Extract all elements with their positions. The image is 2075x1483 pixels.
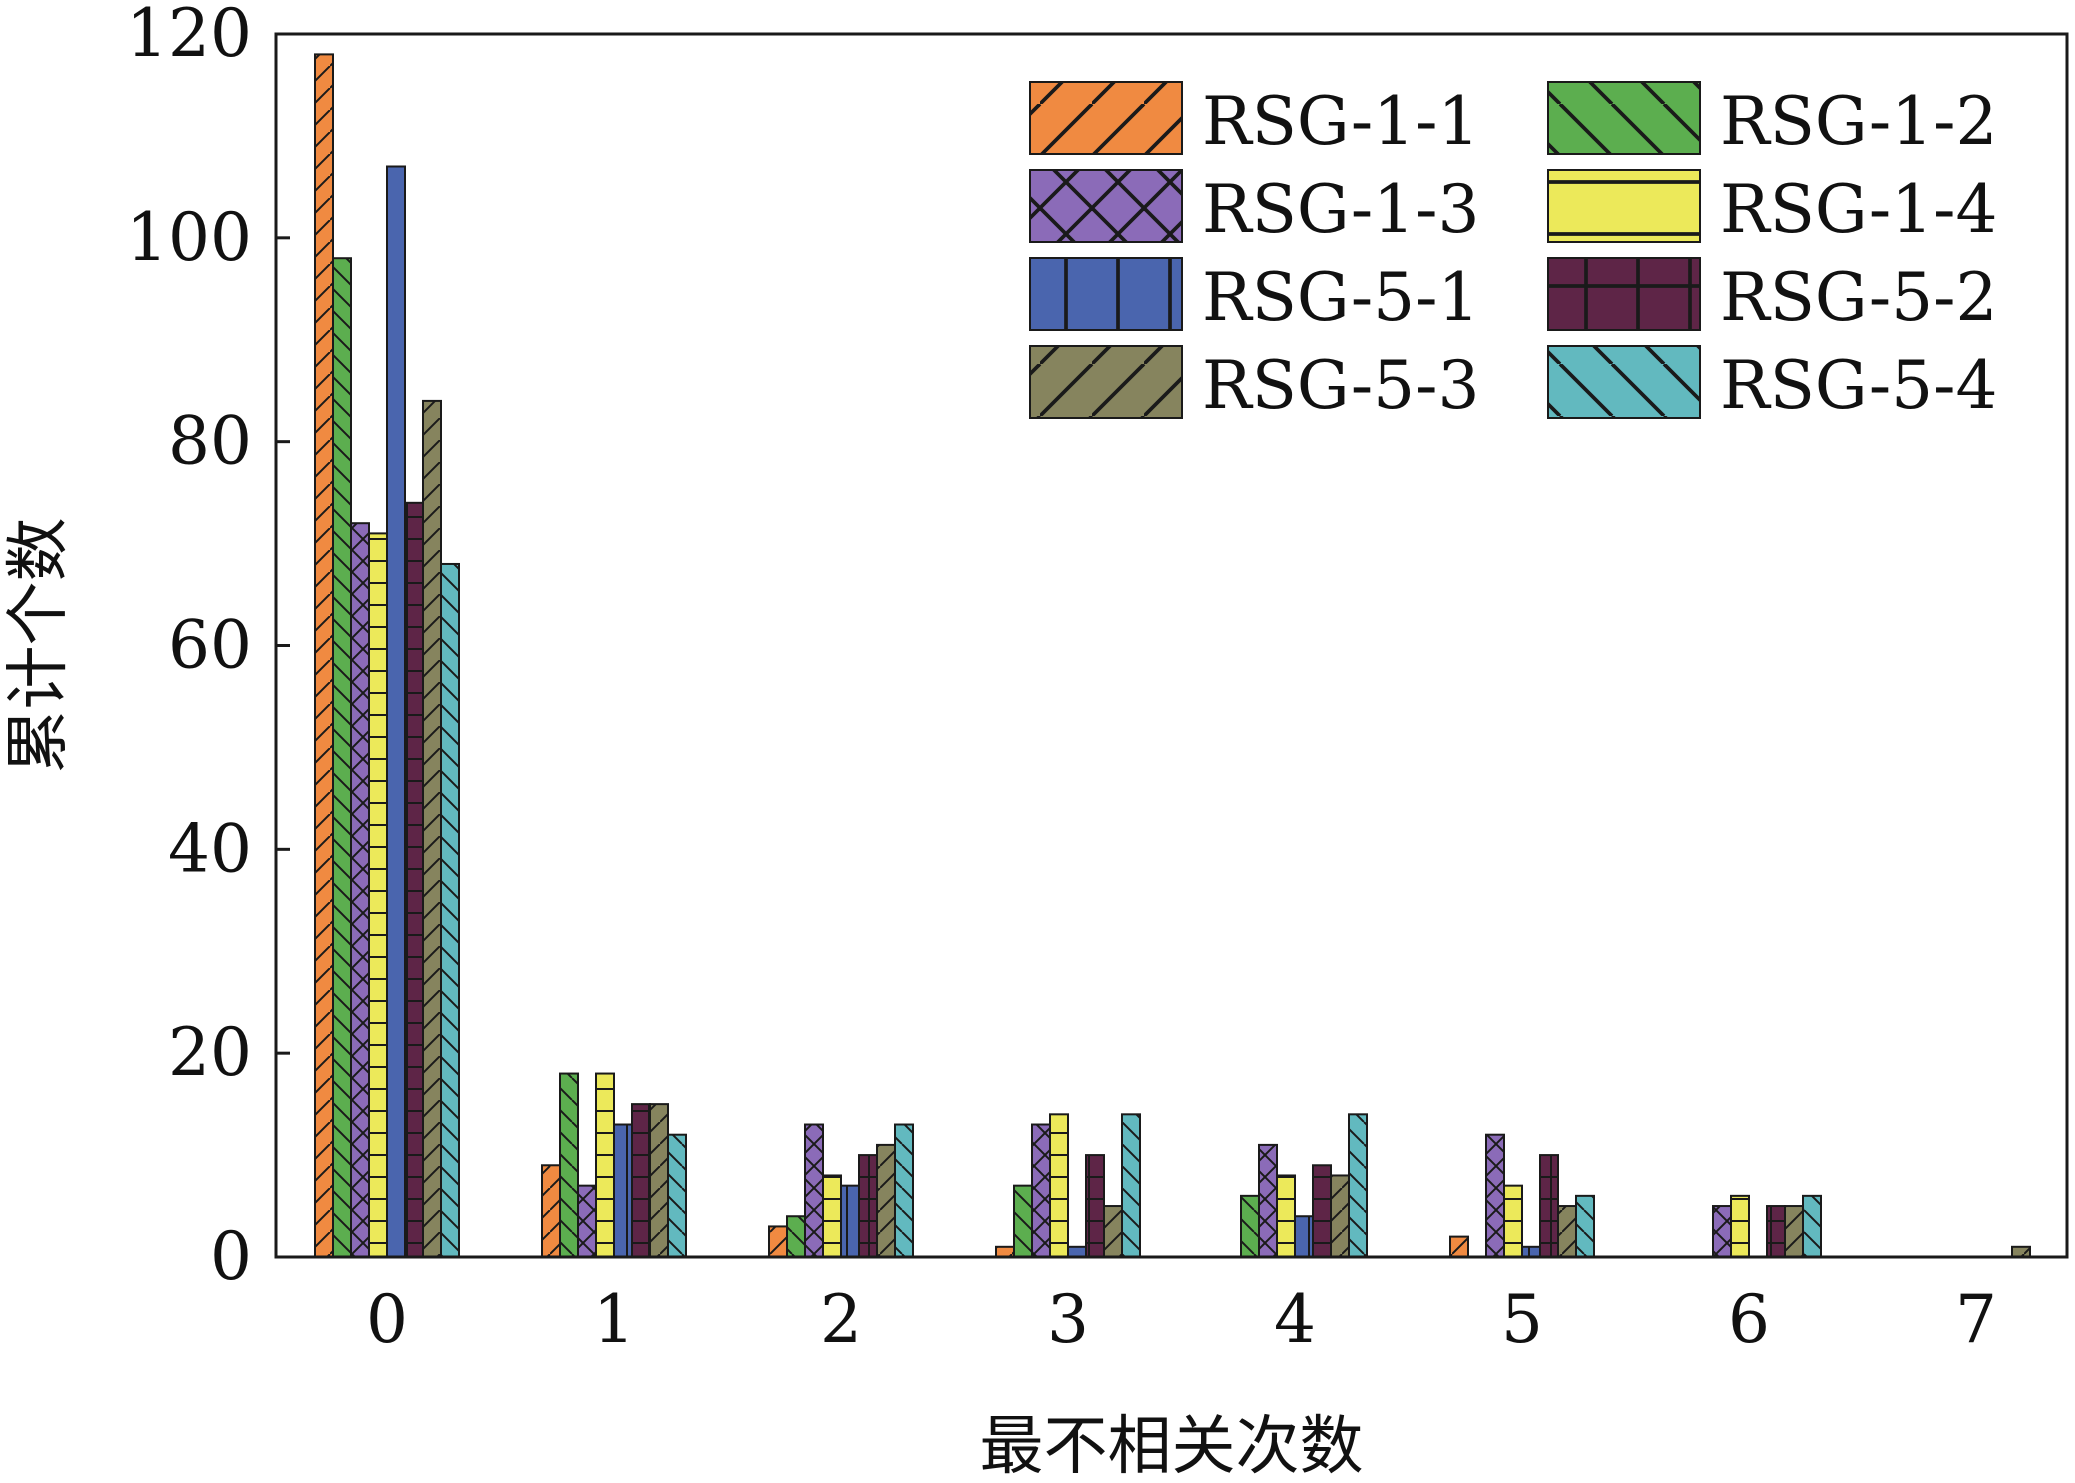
legend-label: RSG-5-4: [1720, 347, 1997, 424]
y-tick-label: 40: [168, 810, 252, 887]
y-tick-label: 100: [126, 199, 252, 276]
bar-RSG-1-2-1: [559, 1072, 579, 1259]
bar-RSG-5-1-2: [840, 1184, 860, 1258]
x-tick-label: 2: [820, 1281, 862, 1358]
bar-RSG-5-3-7: [2011, 1245, 2031, 1259]
bar-RSG-5-3-2: [876, 1143, 896, 1259]
x-tick-label: 7: [1955, 1281, 1997, 1358]
bar-RSG-5-2-4: [1312, 1164, 1332, 1259]
bar-RSG-5-2-1: [631, 1103, 651, 1258]
y-tick-label: 120: [126, 0, 252, 72]
y-axis: 0 20 40 60 80 100 120: [126, 0, 290, 1295]
bar-RSG-5-2-6: [1766, 1205, 1786, 1258]
bar-RSG-1-3-2: [804, 1123, 824, 1258]
bar-RSG-5-1-5: [1521, 1245, 1541, 1259]
bar-RSG-5-3-5: [1557, 1205, 1577, 1258]
bar-RSG-1-3-4: [1258, 1143, 1278, 1259]
bar-RSG-1-4-0: [368, 532, 388, 1258]
y-tick-label: 60: [168, 607, 252, 684]
y-axis-title: 累计个数: [2, 518, 76, 774]
bar-RSG-1-4-3: [1049, 1113, 1069, 1258]
legend-entry: RSG-5-4: [1547, 345, 1997, 424]
legend-label: RSG-5-3: [1202, 347, 1479, 424]
bar-RSG-5-4-4: [1348, 1113, 1368, 1258]
bar-RSG-5-1-0: [386, 165, 406, 1258]
x-tick-label: 6: [1728, 1281, 1770, 1358]
bar-RSG-5-4-6: [1802, 1194, 1822, 1258]
bar-RSG-1-4-4: [1276, 1174, 1296, 1259]
bar-RSG-5-1-1: [613, 1123, 633, 1258]
legend-entry: RSG-1-3: [1029, 169, 1479, 248]
legend-entry: RSG-1-2: [1547, 81, 1997, 160]
legend-swatch: [1547, 81, 1701, 155]
bar-RSG-1-3-5: [1485, 1133, 1505, 1258]
bar-RSG-5-4-3: [1121, 1113, 1141, 1258]
x-axis-title: 最不相关次数: [980, 1410, 1364, 1483]
legend-label: RSG-1-2: [1720, 83, 1997, 160]
bar-RSG-5-1-4: [1294, 1215, 1314, 1258]
legend-entry: RSG-5-3: [1029, 345, 1479, 424]
legend-label: RSG-5-2: [1720, 259, 1997, 336]
bar-RSG-5-2-5: [1539, 1154, 1559, 1259]
bar-RSG-1-1-0: [314, 53, 334, 1259]
legend: RSG-1-1 RSG-1-2 RSG-1-3 RSG-1-4 RSG-5-1 RSG-5…: [1029, 81, 1997, 424]
x-tick-label: 4: [1274, 1281, 1316, 1358]
x-tick-label: 0: [366, 1281, 408, 1358]
bar-RSG-1-2-4: [1240, 1194, 1260, 1258]
legend-swatch: [1547, 257, 1701, 331]
x-tick-label: 3: [1047, 1281, 1089, 1358]
legend-entry: RSG-5-2: [1547, 257, 1997, 336]
bar-RSG-1-2-2: [786, 1215, 806, 1258]
bar-RSG-1-4-6: [1730, 1194, 1750, 1258]
bar-RSG-1-4-5: [1503, 1184, 1523, 1258]
x-tick-label: 1: [593, 1281, 635, 1358]
legend-label: RSG-5-1: [1202, 259, 1479, 336]
legend-swatch: [1029, 169, 1183, 243]
legend-swatch: [1547, 345, 1701, 419]
bar-RSG-5-2-2: [858, 1154, 878, 1259]
y-tick-label: 20: [168, 1014, 252, 1091]
x-tick-label: 5: [1501, 1281, 1543, 1358]
x-axis: 0 1 2 3 4 5 6 7: [366, 1281, 1997, 1358]
bar-RSG-1-1-3: [995, 1245, 1015, 1259]
bar-RSG-5-4-2: [894, 1123, 914, 1258]
legend-label: RSG-1-3: [1202, 171, 1479, 248]
legend-swatch: [1547, 169, 1701, 243]
legend-entry: RSG-1-4: [1547, 169, 1997, 248]
y-tick-label: 0: [210, 1218, 252, 1295]
bar-RSG-5-4-0: [440, 562, 460, 1258]
bar-RSG-5-2-3: [1085, 1154, 1105, 1259]
legend-swatch: [1029, 81, 1183, 155]
bar-RSG-5-3-3: [1103, 1205, 1123, 1258]
bar-RSG-1-3-3: [1031, 1123, 1051, 1258]
bar-RSG-5-3-1: [649, 1103, 669, 1258]
bar-RSG-5-1-3: [1067, 1245, 1087, 1259]
bar-RSG-1-3-0: [350, 522, 370, 1258]
bar-RSG-5-2-0: [404, 501, 424, 1259]
bar-RSG-1-3-6: [1712, 1205, 1732, 1258]
y-tick-label: 80: [168, 403, 252, 480]
legend-swatch: [1029, 345, 1183, 419]
bar-RSG-1-2-0: [332, 257, 352, 1258]
legend-entry: RSG-5-1: [1029, 257, 1479, 336]
bar-RSG-1-1-1: [541, 1164, 561, 1259]
legend-entry: RSG-1-1: [1029, 81, 1479, 160]
bar-RSG-5-3-0: [422, 399, 442, 1258]
bar-RSG-1-3-1: [577, 1184, 597, 1258]
bar-RSG-1-4-1: [595, 1072, 615, 1259]
bar-RSG-1-4-2: [822, 1174, 842, 1259]
legend-swatch: [1029, 257, 1183, 331]
bar-RSG-5-3-6: [1784, 1205, 1804, 1258]
bar-RSG-5-3-4: [1330, 1174, 1350, 1259]
bar-RSG-5-4-5: [1575, 1194, 1595, 1258]
bar-RSG-5-4-1: [667, 1133, 687, 1258]
bar-RSG-1-2-3: [1013, 1184, 1033, 1258]
legend-label: RSG-1-1: [1202, 83, 1479, 160]
bar-RSG-1-1-5: [1449, 1235, 1469, 1259]
bar-RSG-1-1-2: [768, 1225, 788, 1259]
legend-label: RSG-1-4: [1720, 171, 1997, 248]
bars-layer: [314, 53, 2031, 1259]
